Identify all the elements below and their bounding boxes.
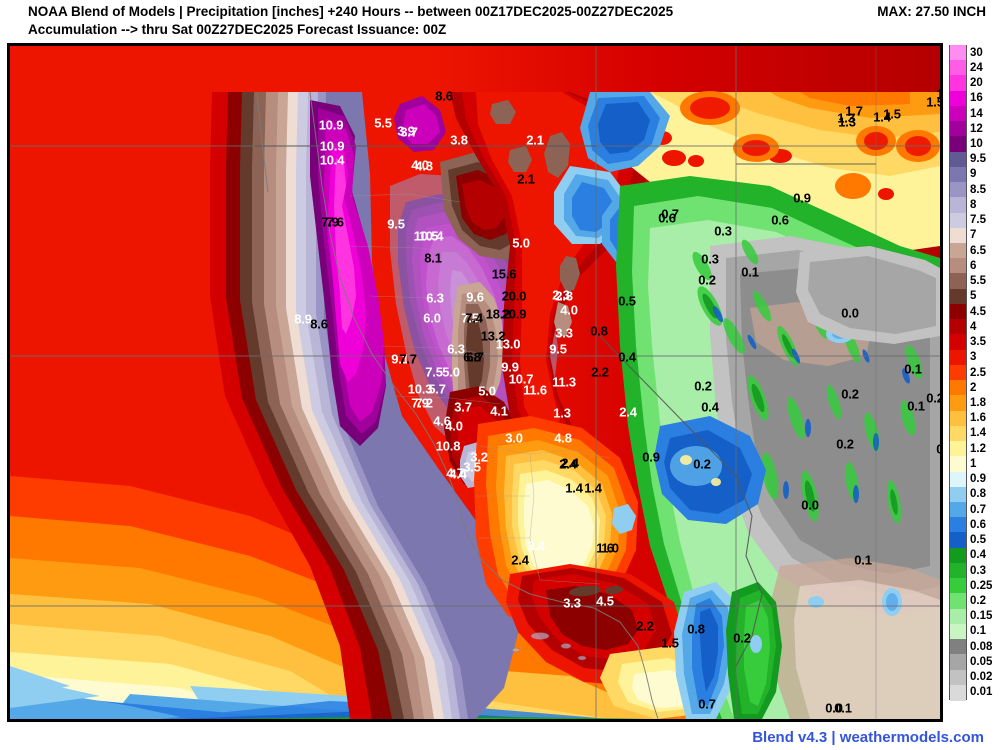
colorbar-tick-label: 0.05 (970, 655, 993, 668)
colorbar-swatch (950, 410, 966, 427)
map-canvas[interactable] (10, 46, 940, 719)
colorbar-tick-label: 16 (970, 92, 983, 105)
colorbar-swatch (950, 654, 966, 671)
colorbar-tick-label: 10 (970, 138, 983, 150)
max-value-label: MAX: 27.50 INCH (877, 4, 986, 19)
precipitation-raster (10, 46, 940, 719)
attribution-text[interactable]: Blend v4.3 | weathermodels.com (752, 729, 984, 746)
colorbar-tick-label: 0.5 (970, 534, 986, 547)
colorbar-tick-label: 3 (970, 351, 977, 364)
colorbar-tick-label: 20 (970, 77, 983, 90)
colorbar-swatch (950, 273, 966, 290)
colorbar-swatch (950, 349, 966, 366)
colorbar-tick-label: 24 (970, 61, 983, 74)
colorbar-tick-label: 3.5 (970, 336, 986, 349)
colorbar-tick-label: 0.15 (970, 610, 993, 623)
colorbar-swatch (950, 669, 966, 686)
colorbar-swatch (950, 319, 966, 335)
colorbar-swatch (950, 136, 966, 153)
colorbar-tick-label: 0.7 (970, 503, 986, 516)
colorbar-tick-label: 0.2 (970, 594, 986, 607)
colorbar-tick-label: 7.5 (970, 214, 986, 227)
colorbar-swatch (950, 151, 966, 168)
colorbar-tick-label: 8 (970, 198, 977, 211)
colorbar-tick-label: 4.5 (970, 305, 986, 318)
colorbar-swatch (950, 303, 966, 320)
colorbar-tick-label: 14 (970, 107, 983, 120)
colorbar-swatch (950, 380, 966, 396)
colorbar-tick-label: 0.1 (970, 625, 986, 638)
colorbar-swatch (950, 75, 966, 92)
colorbar-swatch (950, 258, 966, 275)
colorbar-swatch (950, 501, 966, 518)
colorbar-tick-label: 1 (970, 457, 977, 470)
colorbar-tick-label: 0.02 (970, 671, 993, 684)
colorbar-swatch (950, 105, 966, 122)
colorbar-tick-label: 1.2 (970, 442, 986, 455)
colorbar-swatch (950, 547, 966, 564)
colorbar-swatch (950, 45, 966, 61)
colorbar-swatch (950, 227, 966, 244)
colorbar-tick-label: 0.8 (970, 488, 986, 501)
colorbar-swatch (950, 212, 966, 229)
colorbar-tick-label: 9.5 (970, 153, 986, 166)
colorbar-tick-label: 0.9 (970, 473, 986, 486)
map-frame[interactable]: 8.6 10.9 5.5 3.9 3.7 3.8 2.1 10.9 10.4 4.0 4.8 2.1 7… (7, 43, 943, 722)
colorbar-swatch (950, 639, 966, 655)
colorbar-tick-label: 2.5 (970, 366, 986, 379)
colorbar-swatch (950, 395, 966, 412)
colorbar-tick-label: 0.3 (970, 564, 986, 577)
colorbar-tick-label: 0.6 (970, 518, 986, 531)
colorbar-swatch (950, 517, 966, 534)
colorbar-tick-label: 0.01 (970, 686, 993, 699)
colorbar-swatch (950, 593, 966, 610)
colorbar-swatch (950, 562, 966, 579)
header-title-text: NOAA Blend of Models | Precipitation [in… (28, 4, 674, 19)
colorbar-swatch (950, 578, 966, 594)
colorbar-swatch (950, 425, 966, 442)
map-header: NOAA Blend of Models | Precipitation [in… (0, 0, 1000, 42)
header-line-1: NOAA Blend of Models | Precipitation [in… (28, 3, 992, 21)
colorbar-swatch (950, 197, 966, 214)
colorbar-swatch (950, 456, 966, 473)
colorbar-tick-label: 1.4 (970, 427, 986, 440)
colorbar-swatch (950, 684, 966, 701)
colorbar-swatch (950, 441, 966, 457)
colorbar-tick-label: 6.5 (970, 244, 986, 257)
colorbar-tick-label: 0.08 (970, 640, 993, 653)
colorbar-swatch (950, 608, 966, 625)
header-line-2: Accumulation --> thru Sat 00Z27DEC2025 F… (28, 22, 447, 37)
colorbar-tick-label: 8.5 (970, 183, 986, 196)
colorbar-tick-label: 0.4 (970, 549, 986, 562)
colorbar-tick-label: 6 (970, 259, 977, 272)
colorbar-tick-label: 2 (970, 381, 977, 394)
colorbar-swatch (950, 166, 966, 183)
colorbar-tick-label: 1.8 (970, 396, 986, 409)
colorbar-swatch (950, 243, 966, 259)
colorbar-tick-label: 0.25 (970, 579, 993, 592)
colorbar-swatch (950, 623, 966, 640)
colorbar-swatch (950, 90, 966, 107)
colorbar-tick-label: 12 (970, 122, 983, 135)
colorbar-tick-label: 1.6 (970, 412, 986, 425)
colorbar-tick-label: 5.5 (970, 275, 986, 288)
colorbar-swatch (950, 60, 966, 77)
colorbar-tick-label: 4 (970, 320, 977, 333)
colorbar (949, 45, 967, 701)
colorbar-swatch (950, 121, 966, 137)
colorbar-tick-label: 7 (970, 229, 977, 242)
colorbar-swatch (950, 182, 966, 198)
colorbar-swatch (950, 334, 966, 351)
footer: Blend v4.3 | weathermodels.com (0, 726, 1000, 750)
colorbar-swatch (950, 471, 966, 488)
colorbar-swatch (950, 486, 966, 503)
colorbar-tick-label: 9 (970, 168, 977, 181)
colorbar-swatch (950, 288, 966, 305)
colorbar-tick-label: 5 (970, 290, 977, 303)
colorbar-swatch (950, 532, 966, 549)
colorbar-swatch (950, 364, 966, 381)
colorbar-tick-label: 30 (970, 46, 983, 59)
